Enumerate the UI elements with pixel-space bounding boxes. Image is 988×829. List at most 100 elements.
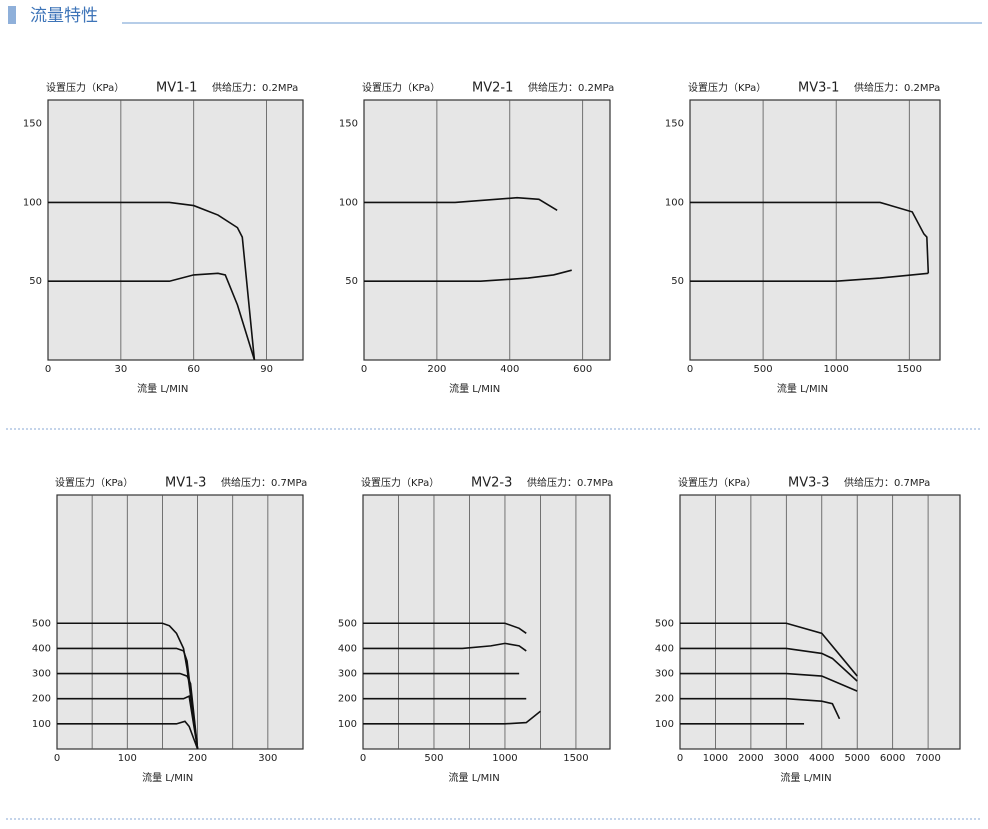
y-tick-label: 100 [338, 719, 357, 730]
x-tick-label: 0 [45, 364, 51, 375]
y-tick-label: 200 [32, 694, 51, 705]
x-tick-label: 400 [500, 364, 519, 375]
curve [680, 697, 841, 720]
x-tick-label: 6000 [880, 753, 905, 764]
curve [690, 201, 930, 274]
y-axis-label: 设置压力（KPa） [55, 476, 133, 489]
plot-area [362, 494, 611, 750]
curve [48, 201, 256, 361]
x-tick-label: 60 [187, 364, 200, 375]
header-title: 流量特性 [30, 6, 98, 26]
chart-subtitle: 供给压力：0.7MPa [221, 476, 307, 489]
y-tick-label: 400 [32, 643, 51, 654]
y-tick-label: 200 [338, 694, 357, 705]
x-tick-label: 500 [754, 364, 773, 375]
curve [363, 710, 541, 725]
y-tick-label: 100 [32, 719, 51, 730]
y-tick-label: 500 [655, 618, 674, 629]
x-tick-label: 200 [427, 364, 446, 375]
y-tick-label: 100 [665, 197, 684, 208]
x-tick-label: 1500 [563, 753, 588, 764]
x-tick-label: 500 [424, 753, 443, 764]
x-tick-label: 90 [260, 364, 273, 375]
curve [680, 622, 858, 677]
y-tick-label: 50 [29, 276, 42, 287]
y-tick-label: 300 [338, 669, 357, 680]
curve [363, 622, 527, 634]
curve [57, 622, 199, 750]
chart-subtitle: 供给压力：0.2MPa [528, 81, 614, 94]
x-tick-label: 4000 [809, 753, 834, 764]
curve [690, 272, 929, 283]
curve [680, 672, 858, 692]
y-tick-label: 400 [338, 643, 357, 654]
curve [364, 196, 558, 211]
y-axis-label: 设置压力（KPa） [361, 476, 439, 489]
y-tick-label: 100 [655, 719, 674, 730]
chart-title: MV1-1 [156, 81, 197, 96]
x-tick-label: 1000 [703, 753, 728, 764]
y-tick-label: 50 [671, 276, 684, 287]
chart-title: MV2-3 [471, 476, 512, 491]
chart-subtitle: 供给压力：0.2MPa [854, 81, 940, 94]
x-tick-label: 0 [54, 753, 60, 764]
chart-title: MV2-1 [472, 81, 513, 96]
x-tick-label: 0 [677, 753, 683, 764]
chart-title: MV3-3 [788, 476, 829, 491]
header-icon [8, 6, 16, 24]
y-tick-label: 50 [345, 276, 358, 287]
y-axis-label: 设置压力（KPa） [362, 81, 440, 94]
x-tick-label: 0 [360, 753, 366, 764]
y-tick-label: 200 [655, 694, 674, 705]
x-axis-label: 流量 L/MIN [142, 771, 193, 784]
x-tick-label: 0 [361, 364, 367, 375]
x-tick-label: 1000 [492, 753, 517, 764]
x-tick-label: 5000 [844, 753, 869, 764]
chart-title: MV1-3 [165, 476, 206, 491]
curve [57, 720, 199, 750]
x-tick-label: 600 [573, 364, 592, 375]
x-axis-label: 流量 L/MIN [449, 771, 500, 784]
curve [364, 269, 572, 283]
x-tick-label: 7000 [915, 753, 940, 764]
x-axis-label: 流量 L/MIN [449, 382, 500, 395]
y-axis-label: 设置压力（KPa） [678, 476, 756, 489]
curve [363, 642, 527, 652]
x-tick-label: 0 [687, 364, 693, 375]
y-tick-label: 150 [665, 119, 684, 130]
y-tick-label: 500 [338, 618, 357, 629]
x-tick-label: 200 [188, 753, 207, 764]
chart-title: MV3-1 [798, 81, 839, 96]
x-tick-label: 30 [114, 364, 127, 375]
x-tick-label: 300 [258, 753, 277, 764]
y-tick-label: 500 [32, 618, 51, 629]
curve [48, 272, 256, 361]
plot-area [56, 494, 304, 750]
y-tick-label: 300 [32, 669, 51, 680]
x-tick-label: 100 [118, 753, 137, 764]
chart-subtitle: 供给压力：0.7MPa [844, 476, 930, 489]
curve [57, 695, 199, 750]
x-axis-label: 流量 L/MIN [780, 771, 831, 784]
y-tick-label: 400 [655, 643, 674, 654]
chart-subtitle: 供给压力：0.7MPa [527, 476, 613, 489]
x-tick-label: 1000 [823, 364, 848, 375]
x-tick-label: 2000 [738, 753, 763, 764]
y-tick-label: 100 [339, 197, 358, 208]
y-axis-label: 设置压力（KPa） [688, 81, 766, 94]
chart-subtitle: 供给压力：0.2MPa [212, 81, 298, 94]
curve [680, 647, 858, 682]
plot-area [363, 99, 611, 361]
y-tick-label: 100 [23, 197, 42, 208]
plot-area [679, 494, 961, 750]
y-tick-label: 300 [655, 669, 674, 680]
y-axis-label: 设置压力（KPa） [46, 81, 124, 94]
plot-area [47, 99, 304, 361]
y-tick-label: 150 [339, 119, 358, 130]
x-axis-label: 流量 L/MIN [137, 382, 188, 395]
x-tick-label: 1500 [897, 364, 922, 375]
x-axis-label: 流量 L/MIN [777, 382, 828, 395]
y-tick-label: 150 [23, 119, 42, 130]
x-tick-label: 3000 [774, 753, 799, 764]
